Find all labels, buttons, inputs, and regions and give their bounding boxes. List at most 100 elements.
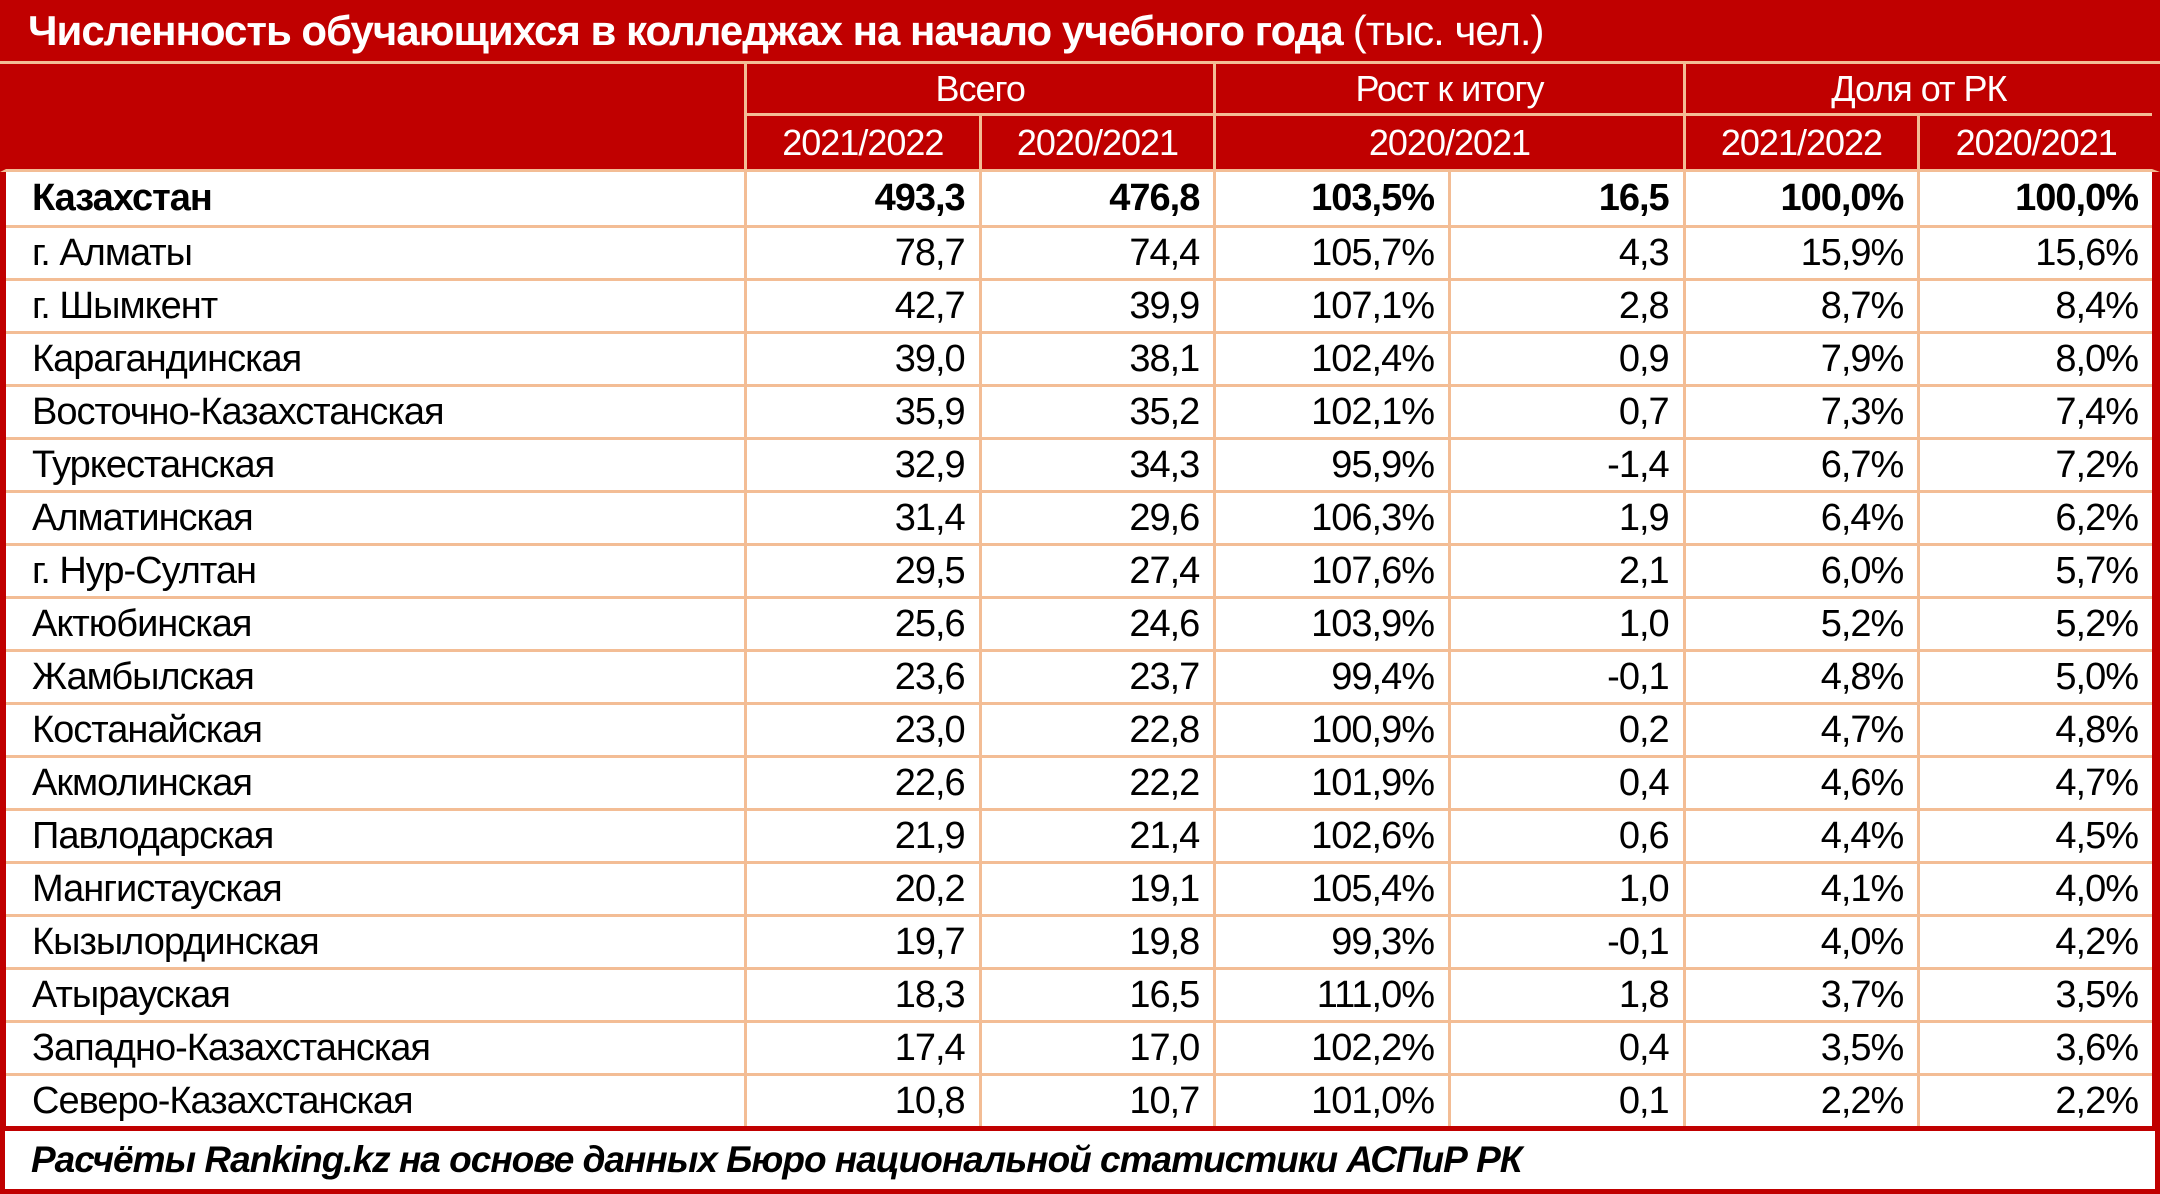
value-cell: 32,9: [744, 440, 979, 490]
value-cell: 31,4: [744, 493, 979, 543]
value-cell: 1,8: [1448, 970, 1683, 1020]
table-title: Численность обучающихся в колледжах на н…: [0, 0, 2160, 64]
region-cell: Казахстан: [32, 177, 213, 219]
value-cell: 8,4%: [1917, 281, 2152, 331]
value-cell: 7,2%: [1917, 440, 2152, 490]
region-cell: Жамбылская: [32, 655, 255, 698]
table-footer: Расчёты Ranking.kz на основе данных Бюро…: [0, 1126, 2160, 1194]
value-cell: 16,5: [1448, 172, 1683, 225]
value-cell: 4,6%: [1682, 758, 1918, 808]
value-cell: 4,2%: [1917, 917, 2152, 967]
value-cell: 2,2%: [1682, 1076, 1918, 1126]
value-cell: 4,3: [1448, 228, 1683, 278]
value-cell: 0,9: [1448, 334, 1683, 384]
table-row: Акмолинская 22,6 22,2 101,9% 0,4 4,6% 4,7%: [6, 755, 2152, 808]
value-cell: 38,1: [978, 334, 1214, 384]
region-cell: Костанайская: [32, 708, 263, 751]
table-row: Алматинская 31,4 29,6 106,3% 1,9 6,4% 6,2%: [6, 490, 2152, 543]
value-cell: 105,7%: [1213, 228, 1448, 278]
value-cell: 25,6: [744, 599, 979, 649]
value-cell: 23,7: [978, 652, 1214, 702]
value-cell: 7,9%: [1682, 334, 1918, 384]
value-cell: -0,1: [1448, 652, 1683, 702]
value-cell: 19,8: [978, 917, 1214, 967]
table-row: Мангистауская 20,2 19,1 105,4% 1,0 4,1% 4,0%: [6, 861, 2152, 914]
value-cell: 102,6%: [1213, 811, 1448, 861]
value-cell: 20,2: [744, 864, 979, 914]
table-row: Туркестанская 32,9 34,3 95,9% -1,4 6,7% 7,2%: [6, 437, 2152, 490]
value-cell: 99,3%: [1213, 917, 1448, 967]
value-cell: 4,7%: [1917, 758, 2152, 808]
region-cell: Акмолинская: [32, 761, 253, 804]
value-cell: 22,8: [978, 705, 1214, 755]
value-cell: 5,7%: [1917, 546, 2152, 596]
value-cell: 4,1%: [1682, 864, 1918, 914]
value-cell: 10,7: [978, 1076, 1214, 1126]
value-cell: 493,3: [744, 172, 979, 225]
table-row: г. Алматы 78,7 74,4 105,7% 4,3 15,9% 15,6%: [6, 225, 2152, 278]
region-cell: г. Алматы: [32, 231, 193, 274]
table-row: Жамбылская 23,6 23,7 99,4% -0,1 4,8% 5,0%: [6, 649, 2152, 702]
table-row: г. Нур-Султан 29,5 27,4 107,6% 2,1 6,0% 5,7%: [6, 543, 2152, 596]
region-cell: Павлодарская: [32, 814, 274, 857]
value-cell: 6,0%: [1682, 546, 1918, 596]
value-cell: 5,0%: [1917, 652, 2152, 702]
value-cell: 17,4: [744, 1023, 979, 1073]
value-cell: 21,4: [978, 811, 1214, 861]
table-row: Восточно-Казахстанская 35,9 35,2 102,1% 0,7 7…: [6, 384, 2152, 437]
value-cell: 100,9%: [1213, 705, 1448, 755]
value-cell: 24,6: [978, 599, 1214, 649]
header-year-cell: 2020/2021: [1213, 116, 1682, 169]
value-cell: 101,9%: [1213, 758, 1448, 808]
table-row: г. Шымкент 42,7 39,9 107,1% 2,8 8,7% 8,4%: [6, 278, 2152, 331]
table-row: Карагандинская 39,0 38,1 102,4% 0,9 7,9% 8,0%: [6, 331, 2152, 384]
value-cell: 35,9: [744, 387, 979, 437]
header-year-cell: 2020/2021: [978, 116, 1214, 169]
value-cell: 3,5%: [1682, 1023, 1918, 1073]
value-cell: -0,1: [1448, 917, 1683, 967]
header-group-cell: Рост к итогу: [1213, 64, 1683, 116]
value-cell: 8,0%: [1917, 334, 2152, 384]
value-cell: 74,4: [978, 228, 1214, 278]
value-cell: 15,9%: [1682, 228, 1918, 278]
header-year-cell: 2021/2022: [744, 116, 979, 169]
value-cell: 8,7%: [1682, 281, 1918, 331]
value-cell: 5,2%: [1917, 599, 2152, 649]
value-cell: 102,4%: [1213, 334, 1448, 384]
value-cell: 476,8: [978, 172, 1214, 225]
region-cell: Карагандинская: [32, 337, 302, 380]
value-cell: 4,8%: [1917, 705, 2152, 755]
value-cell: 102,2%: [1213, 1023, 1448, 1073]
value-cell: 22,6: [744, 758, 979, 808]
value-cell: 21,9: [744, 811, 979, 861]
table-row: Актюбинская 25,6 24,6 103,9% 1,0 5,2% 5,2%: [6, 596, 2152, 649]
region-cell: Восточно-Казахстанская: [32, 390, 445, 433]
region-cell: Северо-Казахстанская: [32, 1079, 414, 1122]
value-cell: 107,1%: [1213, 281, 1448, 331]
region-cell: Западно-Казахстанская: [32, 1026, 431, 1069]
value-cell: 95,9%: [1213, 440, 1448, 490]
value-cell: 22,2: [978, 758, 1214, 808]
value-cell: 0,4: [1448, 758, 1683, 808]
value-cell: 6,7%: [1682, 440, 1918, 490]
value-cell: 4,7%: [1682, 705, 1918, 755]
value-cell: 16,5: [978, 970, 1214, 1020]
value-cell: 35,2: [978, 387, 1214, 437]
table-row: Кызылординская 19,7 19,8 99,3% -0,1 4,0% 4,2%: [6, 914, 2152, 967]
value-cell: 105,4%: [1213, 864, 1448, 914]
value-cell: 2,8: [1448, 281, 1683, 331]
value-cell: 39,9: [978, 281, 1214, 331]
value-cell: 3,7%: [1682, 970, 1918, 1020]
value-cell: 106,3%: [1213, 493, 1448, 543]
value-cell: 4,5%: [1917, 811, 2152, 861]
header-group-cell: Всего: [744, 64, 1214, 116]
value-cell: 27,4: [978, 546, 1214, 596]
value-cell: 100,0%: [1682, 172, 1918, 225]
region-cell: Алматинская: [32, 496, 254, 539]
title-unit-text: (тыс. чел.): [1352, 6, 1545, 54]
table-row: Костанайская 23,0 22,8 100,9% 0,2 4,7% 4,8%: [6, 702, 2152, 755]
value-cell: 39,0: [744, 334, 979, 384]
value-cell: 103,9%: [1213, 599, 1448, 649]
header-year-cell: 2021/2022: [1682, 116, 1918, 169]
